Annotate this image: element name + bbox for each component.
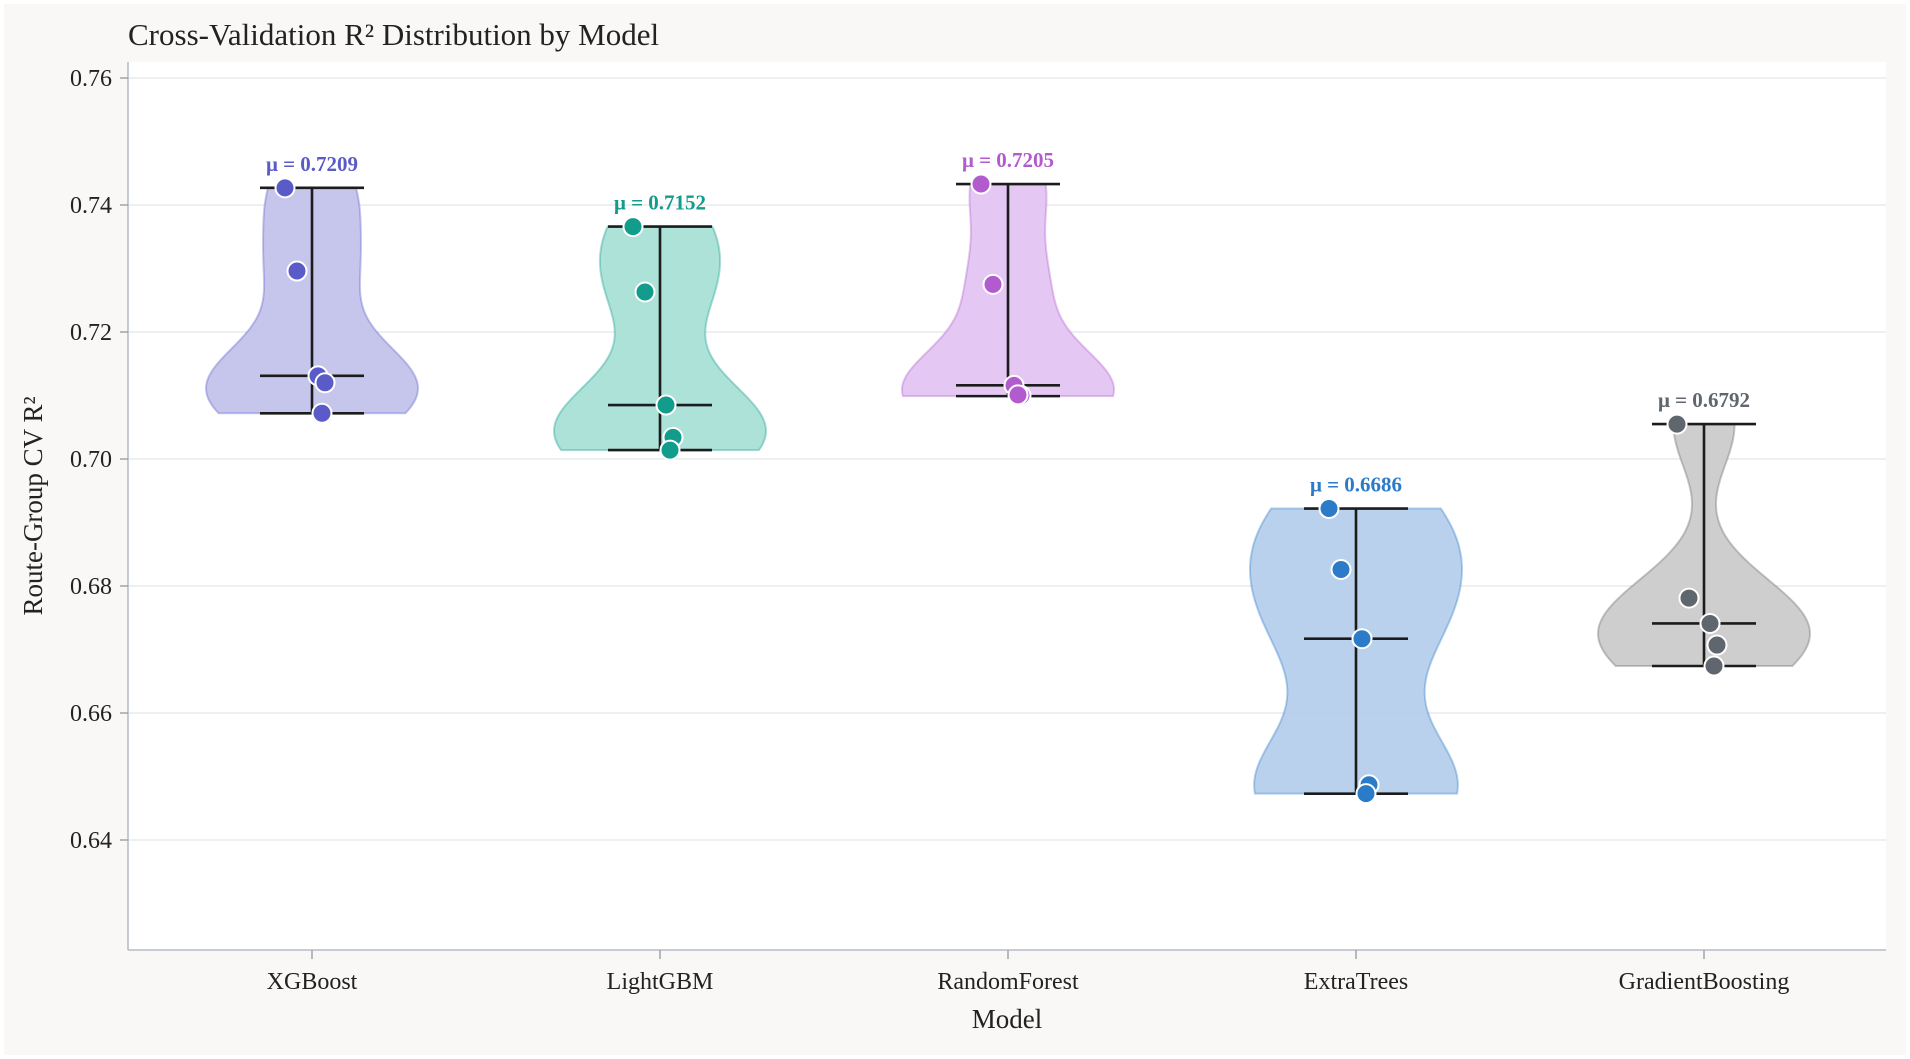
y-ticks: 0.64 0.66 0.68 0.70 0.72 0.74 0.76 bbox=[70, 66, 128, 854]
mean-label: μ = 0.6686 bbox=[1310, 473, 1402, 497]
data-point bbox=[1666, 413, 1688, 435]
x-tick-label: GradientBoosting bbox=[1619, 969, 1790, 995]
data-point bbox=[634, 281, 656, 303]
data-point bbox=[622, 216, 644, 238]
y-tick-label: 0.64 bbox=[70, 828, 112, 854]
y-tick-label: 0.72 bbox=[70, 320, 112, 346]
x-axis-label: Model bbox=[972, 1004, 1043, 1034]
y-tick-label: 0.68 bbox=[70, 574, 112, 600]
data-point bbox=[1703, 655, 1725, 677]
mean-label: μ = 0.7205 bbox=[962, 148, 1054, 172]
data-point bbox=[970, 173, 992, 195]
data-point bbox=[1706, 634, 1728, 656]
data-points bbox=[274, 173, 1728, 805]
x-ticks: XGBoost LightGBM RandomForest ExtraTrees Gra… bbox=[267, 950, 1790, 995]
data-point bbox=[1330, 558, 1352, 580]
x-tick-label: LightGBM bbox=[607, 969, 714, 995]
data-point bbox=[982, 273, 1004, 295]
y-tick-label: 0.76 bbox=[70, 66, 112, 92]
data-point bbox=[655, 394, 677, 416]
data-point bbox=[1318, 498, 1340, 520]
x-tick-label: RandomForest bbox=[937, 969, 1079, 995]
data-point bbox=[659, 439, 681, 461]
x-tick-label: ExtraTrees bbox=[1304, 969, 1408, 995]
y-tick-label: 0.66 bbox=[70, 701, 112, 727]
y-tick-label: 0.70 bbox=[70, 447, 112, 473]
data-point bbox=[1351, 628, 1373, 650]
mean-label: μ = 0.6792 bbox=[1658, 388, 1750, 412]
mean-label: μ = 0.7209 bbox=[266, 152, 358, 176]
y-axis-label: Route-Group CV R² bbox=[18, 396, 48, 615]
data-point bbox=[1678, 587, 1700, 609]
x-tick-label: XGBoost bbox=[267, 969, 358, 995]
data-point bbox=[1699, 612, 1721, 634]
data-point bbox=[286, 260, 308, 282]
chart-title: Cross-Validation R² Distribution by Mode… bbox=[128, 17, 659, 52]
data-point bbox=[314, 372, 336, 394]
mean-label: μ = 0.7152 bbox=[614, 191, 706, 215]
y-tick-label: 0.74 bbox=[70, 193, 112, 219]
mean-labels: μ = 0.7209 μ = 0.7152 μ = 0.7205 μ = 0.6686… bbox=[266, 148, 1750, 496]
data-point bbox=[274, 177, 296, 199]
data-point bbox=[311, 402, 333, 424]
data-point bbox=[1355, 783, 1377, 805]
data-point bbox=[1007, 384, 1029, 406]
